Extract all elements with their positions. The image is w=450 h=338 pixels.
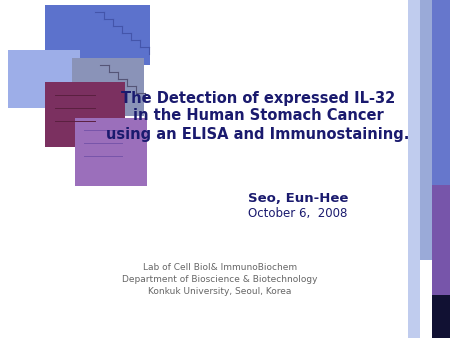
Bar xyxy=(420,0,432,260)
Bar xyxy=(408,0,420,338)
Text: The Detection of expressed IL-32: The Detection of expressed IL-32 xyxy=(121,91,395,105)
Text: October 6,  2008: October 6, 2008 xyxy=(248,207,348,219)
Text: using an ELISA and Immunostaining.: using an ELISA and Immunostaining. xyxy=(106,126,410,142)
Text: in the Human Stomach Cancer: in the Human Stomach Cancer xyxy=(133,108,383,123)
Text: Konkuk University, Seoul, Korea: Konkuk University, Seoul, Korea xyxy=(148,288,292,296)
Bar xyxy=(45,5,150,65)
Text: Seo, Eun-Hee: Seo, Eun-Hee xyxy=(248,192,348,204)
Bar xyxy=(75,118,147,186)
Bar xyxy=(72,58,144,116)
Text: Lab of Cell Biol& ImmunoBiochem: Lab of Cell Biol& ImmunoBiochem xyxy=(143,264,297,272)
Text: Department of Bioscience & Biotechnology: Department of Bioscience & Biotechnology xyxy=(122,275,318,285)
Bar xyxy=(8,50,80,108)
Bar xyxy=(432,295,450,338)
Bar xyxy=(45,82,125,147)
Bar xyxy=(432,0,450,185)
Bar xyxy=(432,185,450,295)
